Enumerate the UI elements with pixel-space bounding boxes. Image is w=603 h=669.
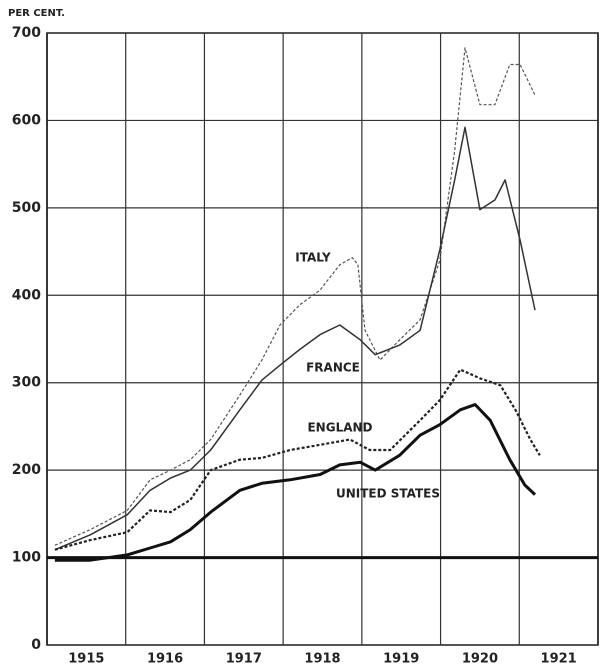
- series-line: [54, 126, 536, 551]
- series-line: [54, 47, 536, 546]
- y-tick-label: 200: [12, 462, 41, 478]
- series-line: [54, 368, 541, 551]
- y-tick-label: 400: [12, 287, 41, 303]
- x-tick-label: 1918: [304, 652, 340, 667]
- y-tick-label: 0: [31, 637, 41, 653]
- x-tick-label: 1915: [68, 652, 104, 667]
- series-label: FRANCE: [306, 361, 360, 375]
- y-tick-label: 500: [12, 200, 41, 216]
- series-label: UNITED STATES: [336, 487, 440, 501]
- y-tick-label: 600: [12, 112, 41, 128]
- y-axis-label: PER CENT.: [8, 8, 65, 19]
- series-label: ENGLAND: [307, 421, 372, 435]
- y-tick-label: 100: [12, 550, 41, 566]
- series-label: ITALY: [295, 251, 331, 265]
- x-tick-label: 1920: [462, 652, 498, 667]
- x-tick-label: 1919: [383, 652, 419, 667]
- x-tick-label: 1921: [541, 652, 577, 667]
- x-tick-label: 1917: [226, 652, 262, 667]
- x-tick-label: 1916: [147, 652, 183, 667]
- series-line: [54, 403, 537, 562]
- y-tick-label: 700: [12, 25, 41, 41]
- y-tick-label: 300: [12, 375, 41, 391]
